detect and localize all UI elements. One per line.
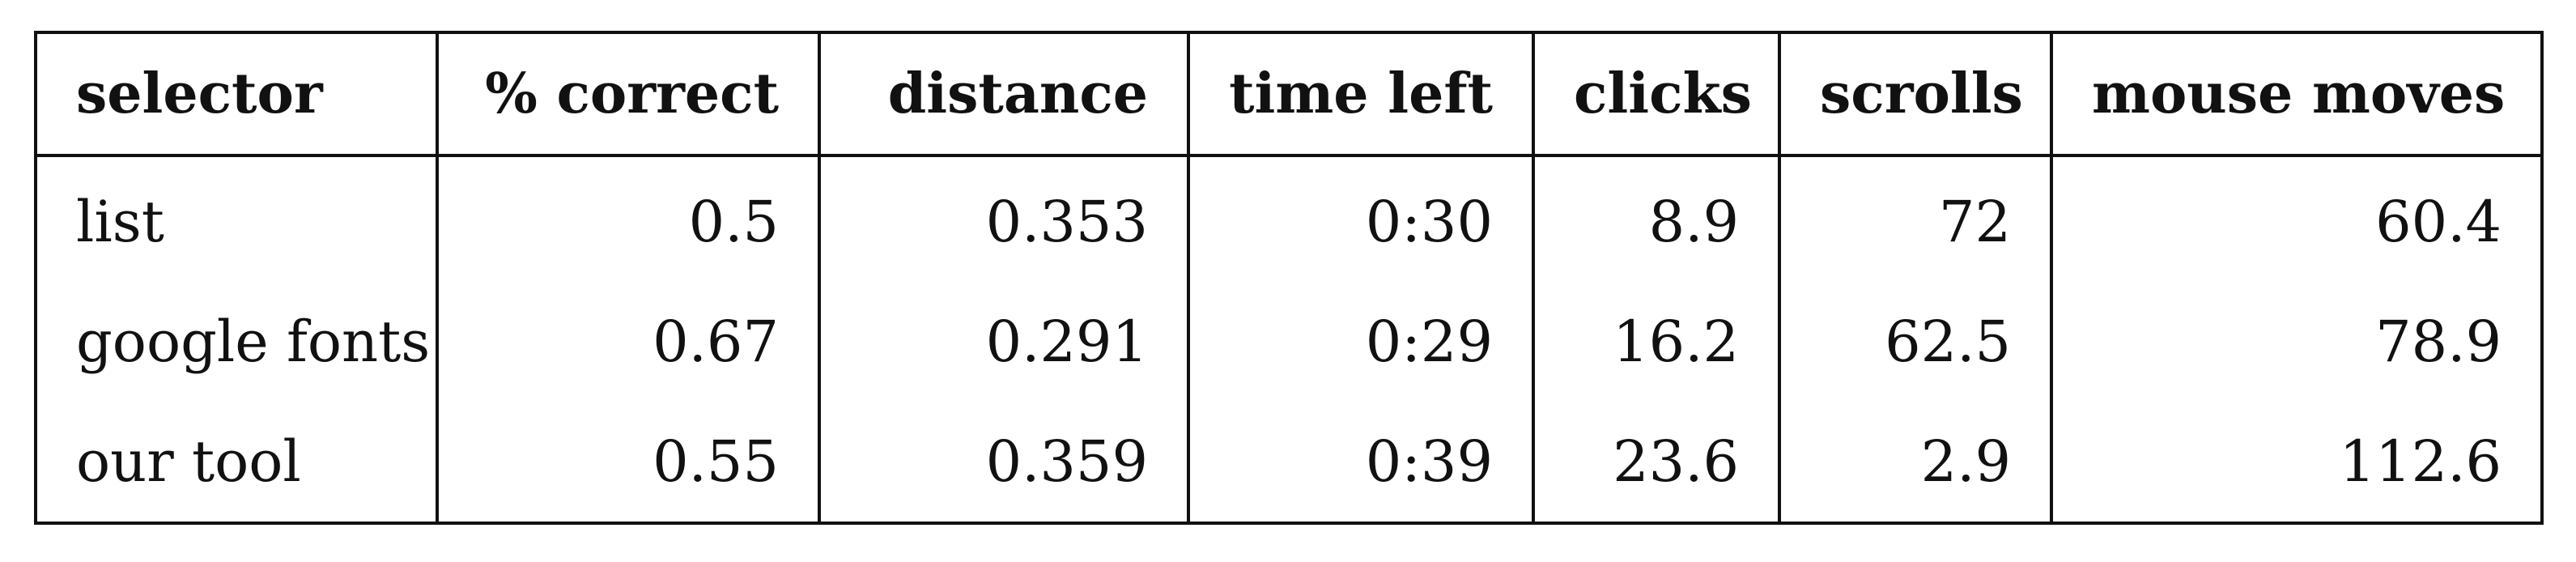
table-row: list 0.5 0.353 0:30 8.9 72 60.4 xyxy=(34,155,2544,282)
cell-selector: google fonts xyxy=(34,282,439,402)
cell-scrolls: 72 xyxy=(1778,155,2053,282)
cell-scrolls: 2.9 xyxy=(1778,402,2053,523)
cell-time-left: 0:39 xyxy=(1187,402,1535,523)
cell-scrolls: 62.5 xyxy=(1778,282,2053,402)
header-scrolls: scrolls xyxy=(1778,32,2053,157)
table-row: google fonts 0.67 0.291 0:29 16.2 62.5 7… xyxy=(34,282,2544,402)
cell-distance: 0.353 xyxy=(818,155,1190,282)
cell-time-left: 0:30 xyxy=(1187,155,1535,282)
header-distance: distance xyxy=(818,32,1190,157)
table-body: list 0.5 0.353 0:30 8.9 72 60.4 google f… xyxy=(34,155,2544,523)
cell-percent-correct: 0.67 xyxy=(436,282,821,402)
table-header: selector % correct distance time left cl… xyxy=(34,32,2544,157)
cell-mouse-moves: 60.4 xyxy=(2050,155,2544,282)
header-clicks: clicks xyxy=(1532,32,1781,157)
cell-percent-correct: 0.5 xyxy=(436,155,821,282)
header-selector: selector xyxy=(34,32,439,157)
cell-mouse-moves: 78.9 xyxy=(2050,282,2544,402)
header-mouse-moves: mouse moves xyxy=(2050,32,2544,157)
cell-percent-correct: 0.55 xyxy=(436,402,821,523)
cell-time-left: 0:29 xyxy=(1187,282,1535,402)
cell-selector: our tool xyxy=(34,402,439,523)
cell-selector: list xyxy=(34,155,439,282)
header-row: selector % correct distance time left cl… xyxy=(34,32,2544,157)
results-table: selector % correct distance time left cl… xyxy=(34,31,2544,525)
cell-clicks: 8.9 xyxy=(1532,155,1781,282)
header-percent-correct: % correct xyxy=(436,32,821,157)
table-row: our tool 0.55 0.359 0:39 23.6 2.9 112.6 xyxy=(34,402,2544,523)
cell-mouse-moves: 112.6 xyxy=(2050,402,2544,523)
cell-clicks: 16.2 xyxy=(1532,282,1781,402)
cell-distance: 0.359 xyxy=(818,402,1190,523)
cell-clicks: 23.6 xyxy=(1532,402,1781,523)
header-time-left: time left xyxy=(1187,32,1535,157)
cell-distance: 0.291 xyxy=(818,282,1190,402)
